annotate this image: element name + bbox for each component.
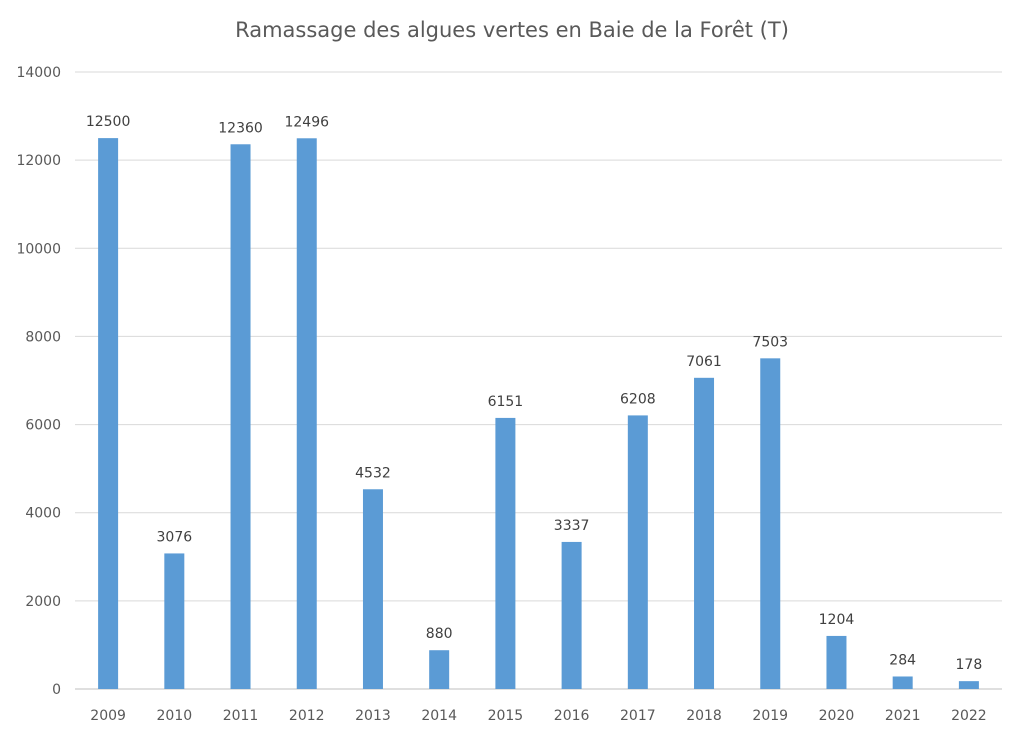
x-tick-label: 2017 bbox=[620, 708, 656, 724]
y-tick-label: 14000 bbox=[16, 65, 61, 81]
y-tick-label: 2000 bbox=[25, 594, 61, 610]
x-tick-label: 2021 bbox=[885, 708, 921, 724]
x-tick-label: 2014 bbox=[421, 708, 457, 724]
gridlines bbox=[75, 71, 1002, 690]
bar bbox=[694, 377, 715, 689]
x-tick-label: 2019 bbox=[752, 708, 788, 724]
data-label: 3076 bbox=[157, 529, 193, 545]
x-tick-label: 2013 bbox=[355, 708, 391, 724]
bar bbox=[429, 650, 450, 689]
bar bbox=[230, 144, 251, 689]
x-tick-label: 2009 bbox=[90, 708, 126, 724]
x-tick-label: 2015 bbox=[488, 708, 524, 724]
y-tick-label: 12000 bbox=[16, 153, 61, 169]
bar bbox=[296, 138, 317, 689]
bar bbox=[826, 635, 847, 689]
x-tick-label: 2018 bbox=[686, 708, 722, 724]
x-tick-label: 2011 bbox=[223, 708, 259, 724]
y-tick-label: 10000 bbox=[16, 241, 61, 257]
data-label: 12496 bbox=[284, 114, 329, 130]
x-tick-label: 2016 bbox=[554, 708, 590, 724]
bar bbox=[627, 415, 648, 689]
y-tick-label: 0 bbox=[52, 682, 61, 698]
x-tick-label: 2012 bbox=[289, 708, 325, 724]
y-axis: 0 2000 4000 6000 8000 10000 12000 14000 bbox=[16, 65, 61, 698]
bar bbox=[98, 138, 119, 689]
data-label: 6208 bbox=[620, 391, 656, 407]
data-label: 3337 bbox=[554, 518, 590, 534]
data-label: 4532 bbox=[355, 465, 391, 481]
y-tick-label: 8000 bbox=[25, 329, 61, 345]
y-tick-label: 4000 bbox=[25, 506, 61, 522]
bar bbox=[495, 417, 516, 689]
bar bbox=[164, 553, 185, 689]
data-label: 7061 bbox=[686, 354, 722, 370]
bar bbox=[362, 489, 383, 689]
bar bbox=[958, 681, 979, 689]
data-label: 1204 bbox=[819, 612, 855, 628]
x-tick-label: 2020 bbox=[819, 708, 855, 724]
bar bbox=[760, 358, 781, 689]
y-tick-label: 6000 bbox=[25, 418, 61, 434]
data-label: 7503 bbox=[752, 334, 788, 350]
data-labels: 12500 3076 12360 12496 4532 880 6151 3337 6208 70… bbox=[86, 114, 982, 673]
data-label: 12360 bbox=[218, 120, 263, 136]
data-label: 6151 bbox=[488, 394, 524, 410]
x-axis: 2009 2010 2011 2012 2013 2014 2015 2016 2017 2018… bbox=[90, 708, 986, 724]
bars bbox=[98, 138, 979, 689]
bar bbox=[561, 541, 582, 689]
data-label: 12500 bbox=[86, 114, 131, 130]
x-tick-label: 2010 bbox=[157, 708, 193, 724]
data-label: 284 bbox=[889, 652, 916, 668]
x-tick-label: 2022 bbox=[951, 708, 987, 724]
data-label: 880 bbox=[426, 626, 453, 642]
chart-title: Ramassage des algues vertes en Baie de l… bbox=[235, 18, 789, 42]
bar bbox=[892, 676, 913, 689]
data-label: 178 bbox=[956, 657, 983, 673]
